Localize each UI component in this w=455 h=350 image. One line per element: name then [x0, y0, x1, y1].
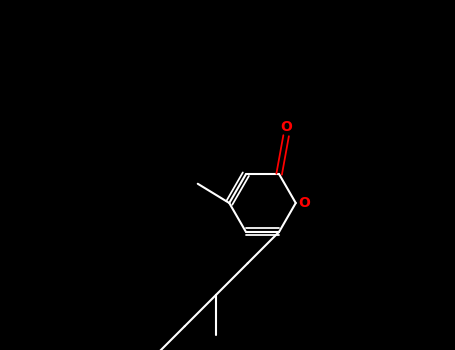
Text: O: O	[298, 196, 310, 210]
Text: O: O	[280, 120, 292, 134]
